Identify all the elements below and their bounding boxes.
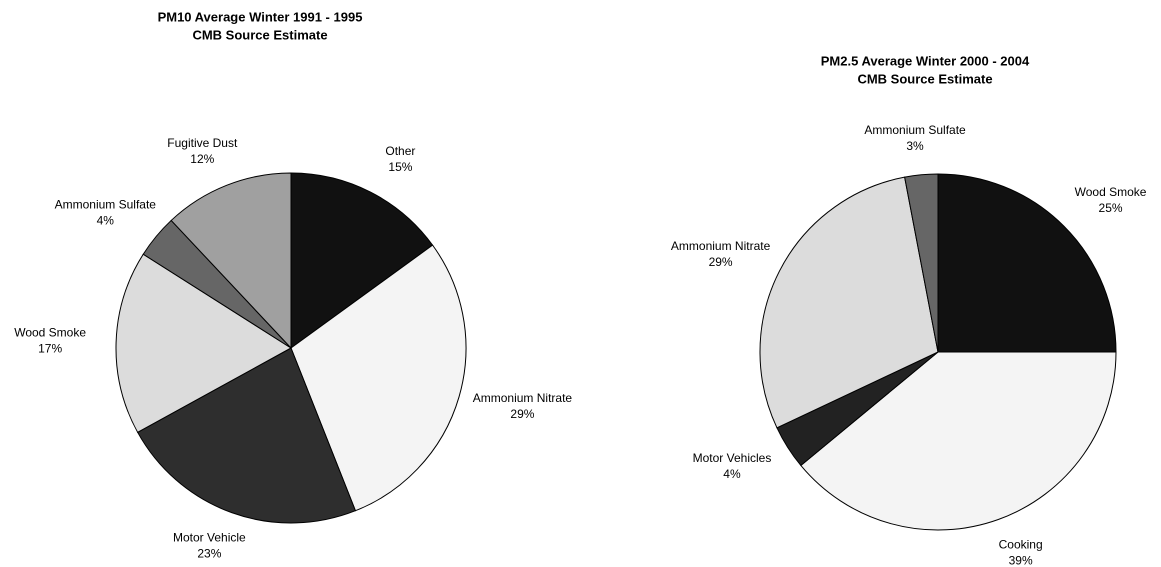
pie-slice xyxy=(136,347,357,524)
pie-slice xyxy=(115,253,292,433)
slice-label: Other xyxy=(385,144,415,158)
chart-subtitle: CMB Source Estimate xyxy=(192,27,327,42)
slice-value-label: 39% xyxy=(1009,554,1033,567)
slice-label: Fugitive Dust xyxy=(167,136,238,150)
slice-label: Motor Vehicle xyxy=(173,531,246,545)
chart-title: PM10 Average Winter 1991 - 1995 xyxy=(158,9,363,24)
chart-title: PM2.5 Average Winter 2000 - 2004 xyxy=(821,53,1030,68)
slice-value-label: 15% xyxy=(388,160,412,174)
slice-value-label: 25% xyxy=(1099,201,1123,215)
slice-label: Ammonium Nitrate xyxy=(473,391,573,405)
slice-label: Ammonium Sulfate xyxy=(55,198,157,212)
slice-label: Motor Vehicles xyxy=(693,451,772,465)
slice-label: Wood Smoke xyxy=(14,326,86,340)
slice-label: Cooking xyxy=(999,538,1043,552)
slice-value-label: 12% xyxy=(190,152,214,166)
pie-slice xyxy=(290,172,434,349)
pie-slice xyxy=(937,173,1117,353)
pie-slice xyxy=(800,351,1117,531)
slice-label: Wood Smoke xyxy=(1075,185,1147,199)
pie-slice xyxy=(759,176,939,429)
slice-label: Ammonium Nitrate xyxy=(671,239,771,253)
slice-label: Ammonium Sulfate xyxy=(864,123,966,137)
slice-value-label: 29% xyxy=(510,407,534,421)
slice-value-label: 29% xyxy=(709,255,733,269)
slice-value-label: 3% xyxy=(906,139,924,153)
pie-slice xyxy=(904,173,939,353)
chart-subtitle: CMB Source Estimate xyxy=(857,71,992,86)
slice-value-label: 4% xyxy=(97,214,115,228)
pie-slice xyxy=(290,244,467,512)
slice-value-label: 17% xyxy=(38,342,62,356)
pie-slice xyxy=(170,172,292,350)
slice-value-label: 4% xyxy=(723,467,741,481)
slice-value-label: 23% xyxy=(197,547,221,561)
